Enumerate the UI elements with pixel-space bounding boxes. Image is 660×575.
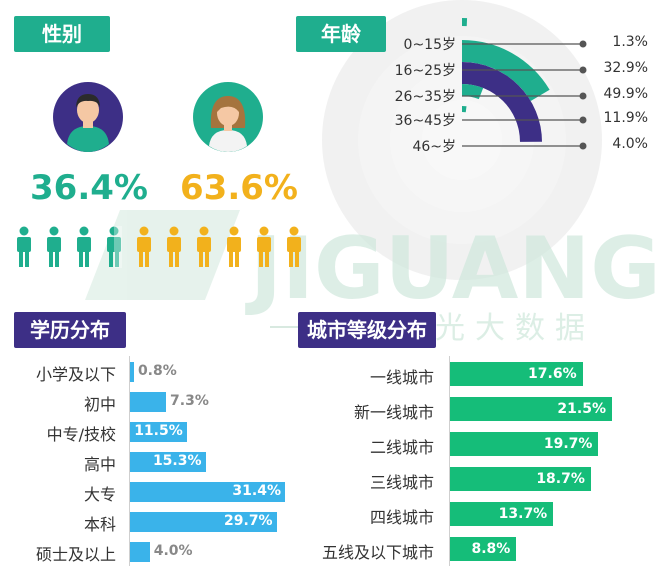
education-bar — [130, 512, 277, 532]
age-value-label: 1.3% — [612, 34, 648, 50]
education-bar — [130, 542, 150, 562]
age-arc-3 — [462, 84, 484, 100]
city-bar — [450, 432, 599, 456]
city-bar — [450, 397, 612, 421]
education-category-label: 本科 — [83, 515, 116, 534]
male-person-icon — [47, 226, 61, 267]
education-category-label: 小学及以下 — [35, 365, 116, 384]
city-bar — [450, 467, 591, 491]
city-category-label: 三线城市 — [369, 473, 434, 492]
age-category-label: 16~25岁 — [394, 63, 456, 79]
male-percentage: 36.4% — [30, 168, 148, 208]
age-category-label: 26~35岁 — [394, 89, 456, 105]
gender-tag: 性别 — [14, 16, 110, 52]
city-bar — [450, 537, 517, 561]
education-value-label: 0.8% — [137, 363, 177, 379]
city-value-label: 17.6% — [528, 366, 577, 382]
people-icon-row — [17, 226, 301, 268]
age-leader-dot — [579, 92, 587, 100]
education-bar — [130, 452, 206, 472]
male-person-icon — [17, 226, 31, 267]
education-value-label: 15.3% — [152, 453, 202, 469]
city-bar — [450, 502, 554, 526]
age-value-label: 11.9% — [603, 110, 648, 126]
male-person-icon — [107, 226, 122, 268]
age-value-label: 4.0% — [612, 136, 648, 152]
age-radial-chart — [462, 18, 587, 150]
education-value-label: 7.3% — [170, 393, 209, 409]
city-value-label: 8.8% — [471, 541, 511, 557]
age-value-label: 32.9% — [603, 60, 648, 76]
age-value-label: 49.9% — [603, 86, 648, 102]
education-category-label: 大专 — [83, 485, 116, 504]
city-category-label: 新一线城市 — [353, 403, 434, 422]
male-avatar — [53, 82, 123, 152]
age-category-label: 0~15岁 — [403, 37, 456, 53]
education-bar — [130, 422, 187, 442]
city-category-label: 一线城市 — [369, 368, 434, 387]
female-person-icon — [287, 226, 301, 267]
education-value-label: 11.5% — [134, 423, 183, 439]
city-category-label: 五线及以下城市 — [321, 543, 434, 562]
city-value-label: 18.7% — [536, 471, 585, 487]
education-value-label: 4.0% — [153, 543, 193, 559]
education-value-label: 31.4% — [232, 483, 281, 499]
education-category-label: 初中 — [83, 395, 116, 414]
age-leader-dot — [579, 66, 587, 74]
city-value-label: 13.7% — [498, 506, 548, 522]
city-axis — [449, 356, 450, 566]
education-value-label: 29.7% — [224, 513, 273, 529]
female-person-icon — [197, 226, 211, 267]
city-category-label: 二线城市 — [369, 438, 434, 457]
city-value-label: 19.7% — [543, 436, 593, 452]
female-person-icon — [227, 226, 241, 267]
city-bar — [450, 362, 583, 386]
male-person-icon — [77, 226, 91, 267]
age-leader-dot — [579, 142, 587, 150]
city-category-label: 四线城市 — [369, 508, 434, 527]
age-leader-dot — [579, 116, 587, 124]
education-category-label: 中专/技校 — [46, 425, 116, 444]
education-category-label: 高中 — [83, 455, 116, 474]
age-leader-dot — [579, 40, 587, 48]
age-arc-4 — [462, 106, 467, 113]
age-arc-2 — [462, 62, 542, 142]
age-arc-0 — [462, 18, 468, 27]
age-category-label: 46~岁 — [412, 139, 456, 155]
female-person-icon — [257, 226, 271, 267]
age-category-label: 36~45岁 — [394, 113, 456, 129]
education-category-label: 硕士及以上 — [35, 545, 116, 564]
city-tag: 城市等级分布 — [298, 312, 436, 348]
female-person-icon — [167, 226, 181, 267]
education-bar — [130, 362, 134, 382]
education-bar — [130, 482, 285, 502]
age-tag: 年龄 — [296, 16, 386, 52]
female-person-icon — [137, 226, 151, 267]
city-value-label: 21.5% — [557, 401, 606, 417]
female-avatar — [193, 82, 263, 152]
education-axis — [129, 356, 130, 566]
education-bar — [130, 392, 167, 412]
female-percentage: 63.6% — [180, 168, 298, 208]
education-tag: 学历分布 — [14, 312, 126, 348]
